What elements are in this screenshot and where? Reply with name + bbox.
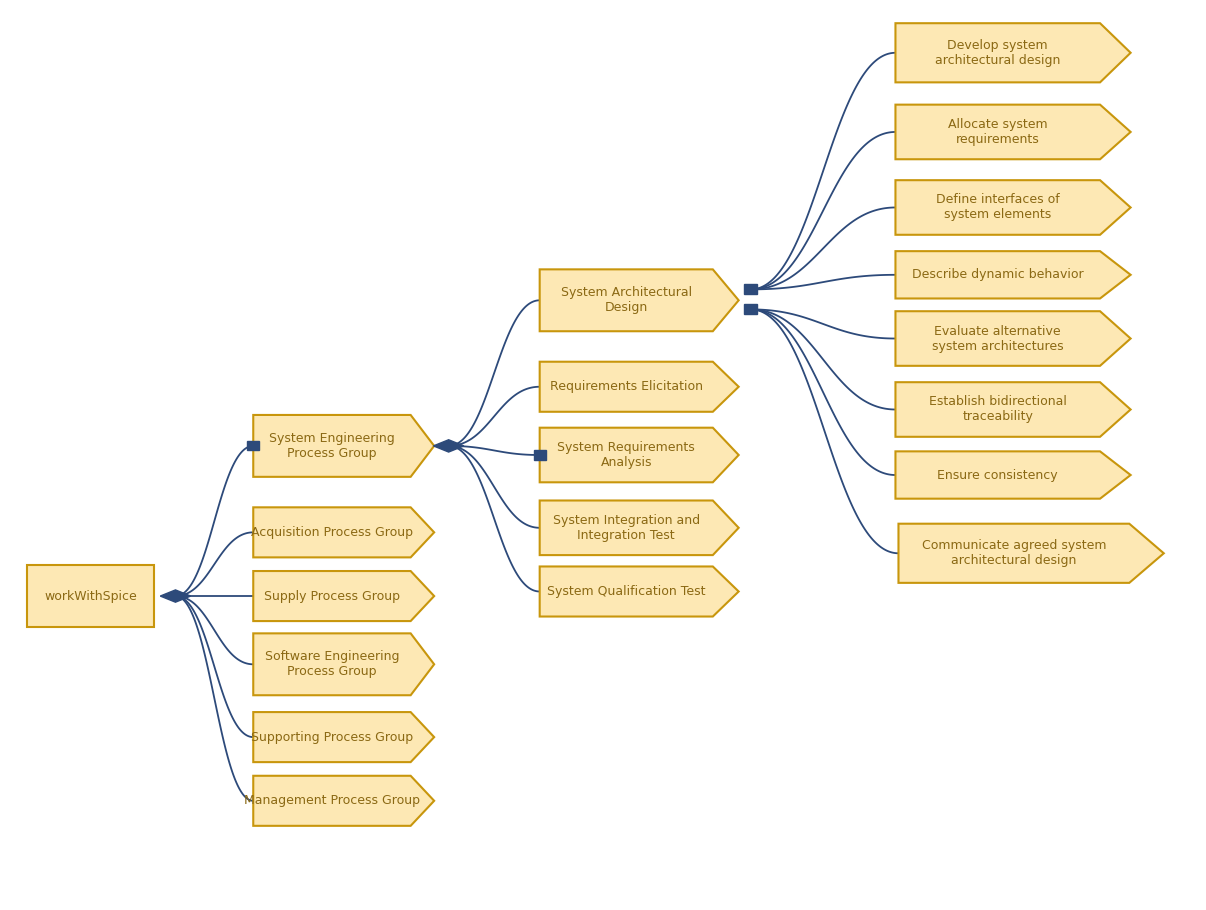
- Polygon shape: [253, 415, 434, 477]
- Bar: [533, 450, 545, 460]
- Text: Supply Process Group: Supply Process Group: [264, 590, 400, 602]
- FancyBboxPatch shape: [27, 565, 154, 627]
- Polygon shape: [895, 105, 1131, 159]
- Polygon shape: [540, 269, 738, 331]
- Polygon shape: [160, 590, 191, 602]
- Text: Evaluate alternative
system architectures: Evaluate alternative system architecture…: [932, 325, 1064, 352]
- Text: Develop system
architectural design: Develop system architectural design: [935, 39, 1060, 66]
- Text: Requirements Elicitation: Requirements Elicitation: [550, 380, 703, 393]
- Text: Ensure consistency: Ensure consistency: [937, 469, 1058, 481]
- Text: Acquisition Process Group: Acquisition Process Group: [251, 526, 412, 539]
- Text: System Architectural
Design: System Architectural Design: [561, 287, 692, 314]
- Polygon shape: [540, 428, 738, 482]
- Polygon shape: [895, 251, 1131, 298]
- Polygon shape: [898, 523, 1164, 582]
- Polygon shape: [895, 382, 1131, 437]
- Text: Allocate system
requirements: Allocate system requirements: [948, 118, 1048, 146]
- Text: Establish bidirectional
traceability: Establish bidirectional traceability: [929, 396, 1066, 423]
- Polygon shape: [253, 633, 434, 695]
- Polygon shape: [540, 566, 738, 617]
- Polygon shape: [540, 362, 738, 411]
- Text: System Requirements
Analysis: System Requirements Analysis: [557, 441, 695, 469]
- Polygon shape: [540, 501, 738, 555]
- Polygon shape: [895, 24, 1131, 83]
- Bar: [247, 441, 259, 450]
- Bar: [744, 304, 757, 314]
- Bar: [744, 284, 757, 295]
- Text: Communicate agreed system
architectural design: Communicate agreed system architectural …: [921, 540, 1106, 567]
- Text: System Integration and
Integration Test: System Integration and Integration Test: [552, 514, 699, 541]
- Text: System Qualification Test: System Qualification Test: [548, 585, 706, 598]
- Text: Define interfaces of
system elements: Define interfaces of system elements: [936, 194, 1060, 221]
- Text: System Engineering
Process Group: System Engineering Process Group: [269, 432, 394, 460]
- Text: Software Engineering
Process Group: Software Engineering Process Group: [264, 651, 399, 678]
- Polygon shape: [253, 507, 434, 557]
- Polygon shape: [895, 180, 1131, 235]
- Text: workWithSpice: workWithSpice: [45, 590, 136, 602]
- Polygon shape: [253, 571, 434, 622]
- Polygon shape: [433, 440, 464, 452]
- Text: Describe dynamic behavior: Describe dynamic behavior: [912, 268, 1083, 281]
- Text: Management Process Group: Management Process Group: [244, 794, 420, 807]
- Polygon shape: [253, 713, 434, 763]
- Polygon shape: [895, 311, 1131, 366]
- Polygon shape: [253, 775, 434, 826]
- Polygon shape: [895, 451, 1131, 499]
- Text: Supporting Process Group: Supporting Process Group: [251, 731, 412, 743]
